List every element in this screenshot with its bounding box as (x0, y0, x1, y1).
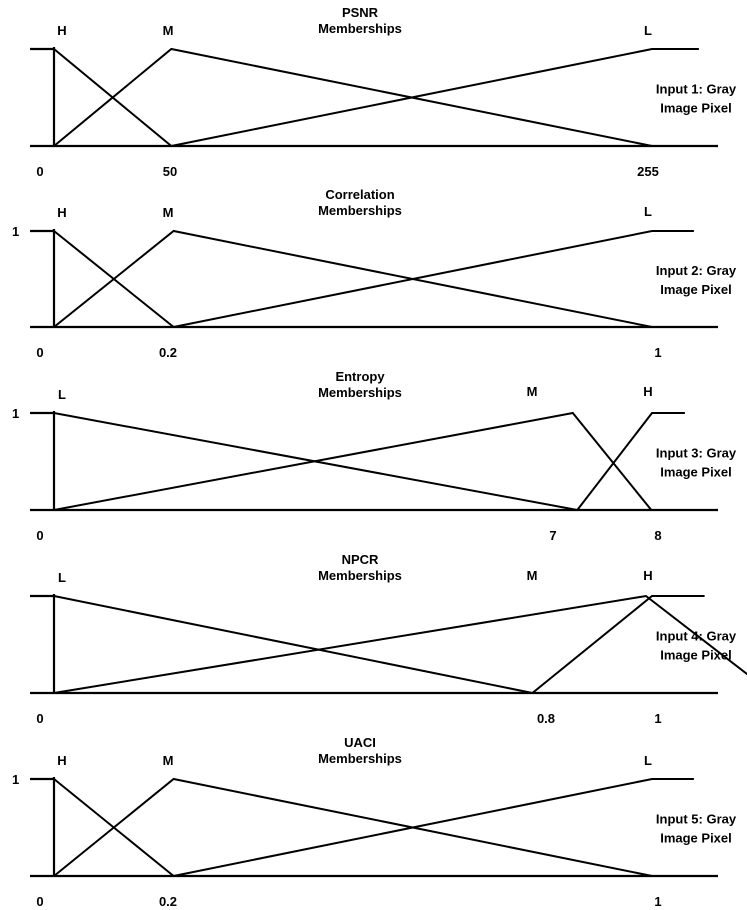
input-label-line: Image Pixel (660, 101, 732, 116)
series-label-l: L (644, 753, 652, 768)
chart-subtitle: Memberships (318, 751, 402, 766)
series-label-h: H (57, 205, 66, 220)
x-tick-label: 50 (163, 164, 177, 179)
x-tick-label: 8 (654, 528, 661, 543)
input-label-line: Image Pixel (660, 282, 732, 297)
series-label-h: H (643, 568, 652, 583)
chart-subtitle: Memberships (318, 568, 402, 583)
chart-subtitle: Memberships (318, 385, 402, 400)
series-h-line (576, 412, 685, 511)
x-tick-label: 0 (36, 164, 43, 179)
input-label-line: Image Pixel (660, 831, 732, 846)
series-label-h: H (57, 753, 66, 768)
series-label-m: M (163, 205, 174, 220)
series-m-line (53, 229, 653, 328)
x-tick-label: 1 (654, 711, 661, 726)
y-tick-label: 1 (12, 772, 19, 787)
input-label-line: Input 2: Gray (656, 263, 737, 278)
input-label-line: Input 1: Gray (656, 82, 737, 97)
x-tick-label: 0 (36, 345, 43, 360)
x-tick-label: 0.2 (159, 894, 177, 909)
chart-title: PSNR (342, 5, 379, 20)
input-label-line: Image Pixel (660, 465, 732, 480)
x-tick-label: 7 (549, 528, 556, 543)
series-label-m: M (527, 568, 538, 583)
series-label-l: L (644, 23, 652, 38)
series-l-line (53, 595, 533, 694)
series-m-line (53, 411, 653, 511)
series-label-m: M (163, 753, 174, 768)
series-l-line (173, 230, 694, 328)
series-label-h: H (57, 23, 66, 38)
x-tick-label: 0 (36, 528, 43, 543)
series-label-l: L (58, 570, 66, 585)
input-label-line: Image Pixel (660, 648, 732, 663)
input-label-line: Input 3: Gray (656, 446, 737, 461)
x-tick-label: 0 (36, 894, 43, 909)
series-label-h: H (643, 384, 652, 399)
input-label-line: Input 5: Gray (656, 812, 737, 827)
chart-title: Entropy (335, 369, 385, 384)
series-label-l: L (644, 204, 652, 219)
x-tick-label: 0 (36, 711, 43, 726)
x-tick-label: 255 (637, 164, 659, 179)
series-m-line (53, 47, 653, 147)
x-tick-label: 1 (654, 345, 661, 360)
series-label-m: M (527, 384, 538, 399)
chart-title: NPCR (342, 552, 379, 567)
series-l-line (171, 48, 699, 147)
chart-title: UACI (344, 735, 376, 750)
chart-subtitle: Memberships (318, 21, 402, 36)
series-label-m: M (163, 23, 174, 38)
y-tick-label: 1 (12, 406, 19, 421)
input-label-line: Input 4: Gray (656, 629, 737, 644)
x-tick-label: 0.2 (159, 345, 177, 360)
y-tick-label: 1 (12, 224, 19, 239)
series-m-line (53, 777, 653, 877)
series-label-l: L (58, 387, 66, 402)
series-m-line (53, 594, 747, 694)
chart-subtitle: Memberships (318, 203, 402, 218)
x-tick-label: 0.8 (537, 711, 555, 726)
chart-title: Correlation (325, 187, 394, 202)
series-l-line (173, 778, 694, 877)
x-tick-label: 1 (654, 894, 661, 909)
series-h-line (531, 595, 705, 694)
